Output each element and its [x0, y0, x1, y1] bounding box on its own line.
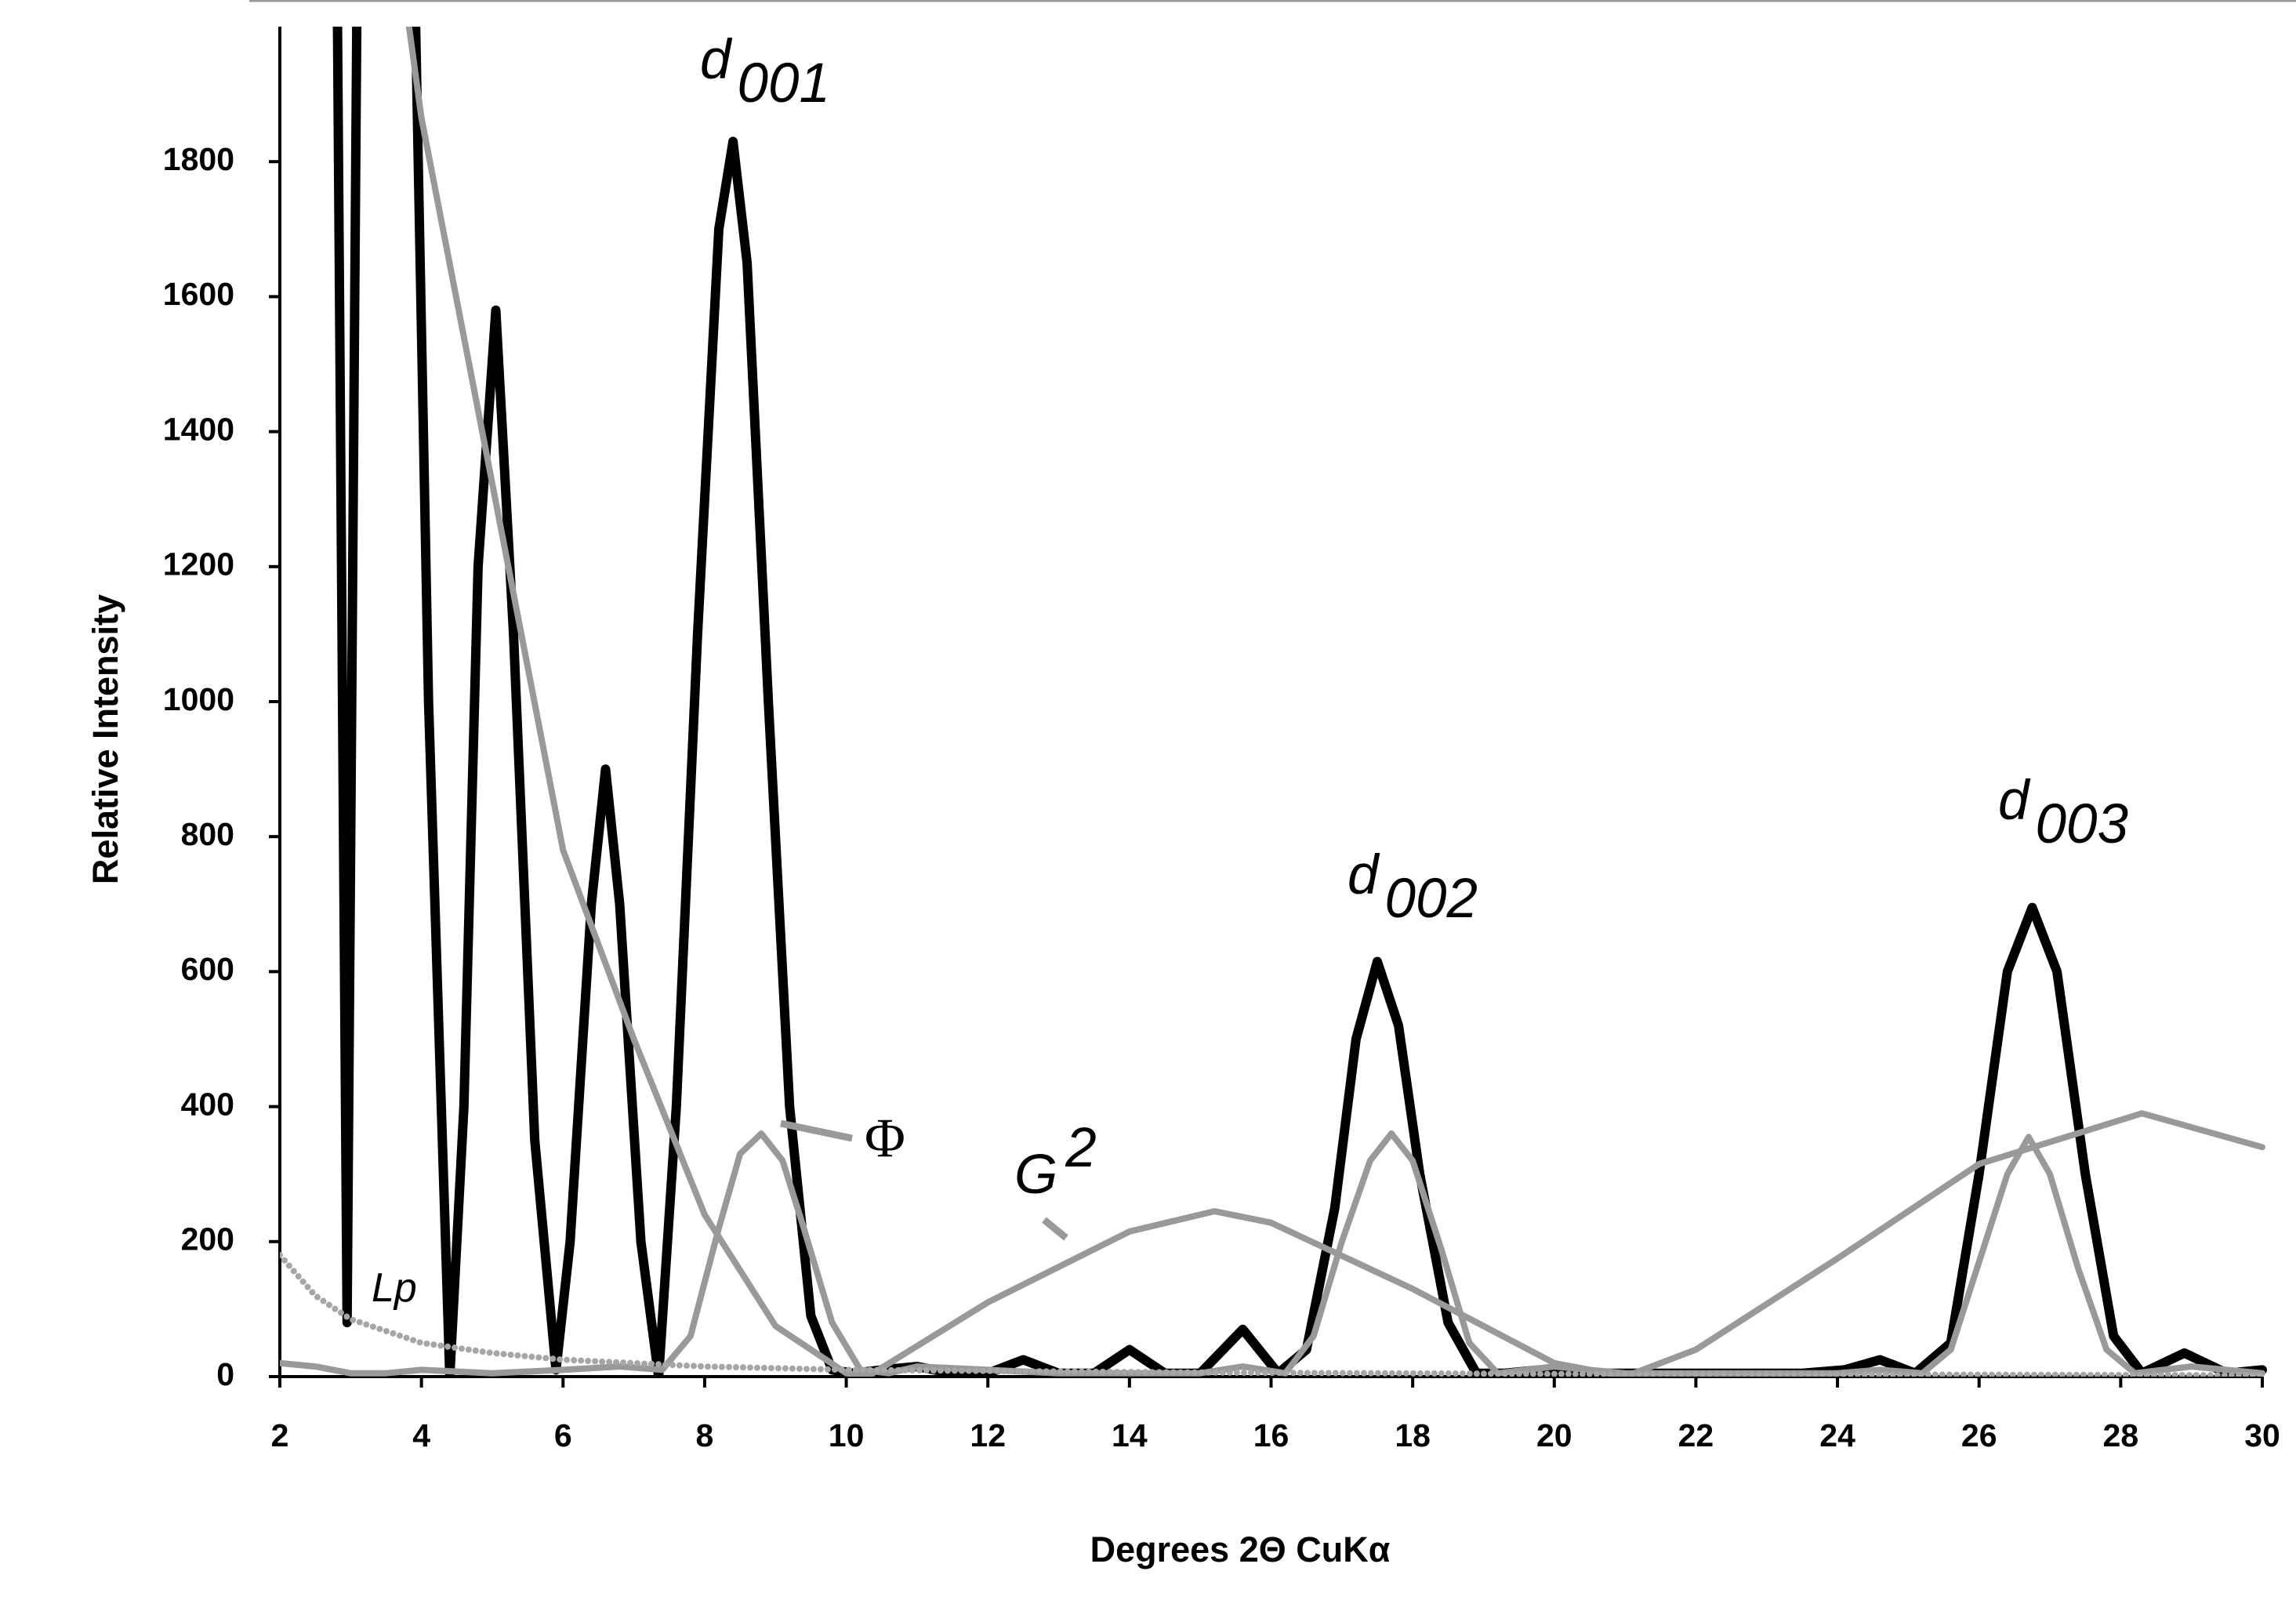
x-tick-label: 22: [1678, 1417, 1714, 1453]
x-tick-label: 8: [696, 1417, 714, 1453]
x-tick-label: 20: [1536, 1417, 1572, 1453]
annotation: Lp: [372, 1265, 417, 1311]
line: [405, 27, 2265, 1377]
x-axis-title: Degrees 2Θ CuKα: [1090, 1529, 1391, 1569]
annotation-text: d: [1347, 844, 1380, 906]
annotation-text: Lp: [372, 1265, 417, 1311]
y-tick-label: 800: [181, 816, 234, 852]
y-tick-label: 1800: [163, 141, 234, 177]
y-tick-label: 1000: [163, 681, 234, 717]
x-tick-label: 16: [1253, 1417, 1289, 1453]
x-tick-label: 6: [554, 1417, 572, 1453]
annotation-text: Φ: [865, 1108, 905, 1169]
line: [332, 27, 2267, 1377]
leader-line: [780, 1119, 853, 1142]
annotation-text: d: [700, 29, 733, 91]
y-tick-label: 0: [216, 1356, 234, 1392]
x-tick-label: 4: [412, 1417, 430, 1453]
dotted-line: [280, 1252, 2265, 1377]
annotation-text: G: [1014, 1144, 1057, 1206]
y-tick-label: 1200: [163, 546, 234, 582]
annotation-subscript: 002: [1385, 868, 1478, 930]
y-tick-label: 400: [181, 1086, 234, 1122]
x-tick-label: 28: [2103, 1417, 2139, 1453]
annotation-superscript: 2: [1065, 1117, 1097, 1179]
annotation-subscript: 001: [738, 53, 830, 114]
y-axis-title: Relative Intensity: [85, 594, 125, 884]
plot-area: [280, 27, 2267, 1377]
x-tick-label: 2: [271, 1417, 289, 1453]
x-tick-label: 30: [2244, 1417, 2280, 1453]
y-tick-label: 1600: [163, 276, 234, 312]
x-tick-label: 18: [1395, 1417, 1431, 1453]
annotation-subscript: 003: [2036, 793, 2128, 855]
annotation: Φ: [865, 1108, 905, 1169]
x-tick-label: 10: [829, 1417, 865, 1453]
y-tick-label: 200: [181, 1221, 234, 1257]
y-tick-label: 1400: [163, 411, 234, 447]
y-tick-label: 600: [181, 951, 234, 987]
x-tick-label: 12: [970, 1417, 1006, 1453]
leader-line: [1042, 1217, 1068, 1241]
annotation: d 001: [700, 29, 830, 114]
annotation: d 002: [1347, 844, 1478, 930]
x-tick-label: 26: [1961, 1417, 1997, 1453]
annotation-text: d: [1998, 770, 2031, 832]
annotation: d 003: [1998, 770, 2128, 855]
x-tick-label: 14: [1112, 1417, 1148, 1453]
x-tick-label: 24: [1819, 1417, 1855, 1453]
